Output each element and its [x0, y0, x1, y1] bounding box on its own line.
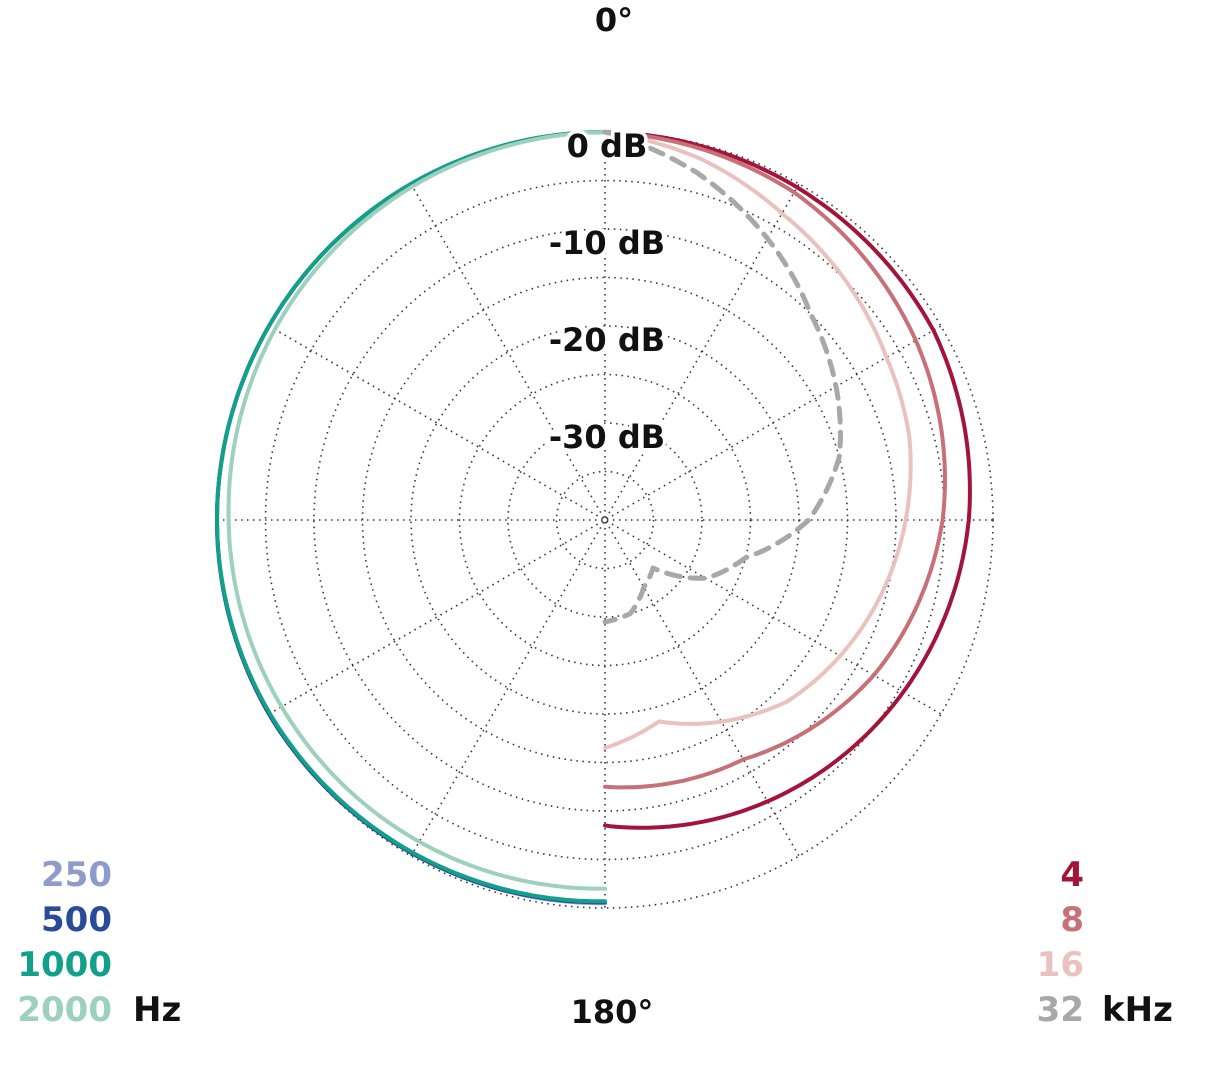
grid-ring: [555, 470, 655, 570]
radial-tick-label: -30 dB: [549, 418, 665, 456]
legend-entry-16: 16: [1037, 945, 1084, 985]
legend-entry-250: 250: [41, 855, 112, 895]
legend-entry-2000: 2000: [17, 990, 112, 1030]
series-250-curve: [215, 130, 607, 906]
legend-left: 250 500 1000 2000 Hz: [17, 855, 181, 1030]
series-8-curve: [603, 130, 947, 790]
radial-tick-label: -10 dB: [549, 224, 665, 262]
legend-entry-500: 500: [41, 900, 112, 940]
legend-entry-4: 4: [1060, 855, 1084, 895]
radial-tick-label: 0 dB: [567, 127, 648, 165]
legend-entry-32: 32: [1037, 990, 1084, 1030]
legend-unit: Hz: [133, 990, 181, 1030]
polar-curves: [215, 129, 972, 906]
angle-label-bottom: 180°: [571, 993, 654, 1031]
series-1000-curve: [215, 130, 607, 904]
legend-entry-8: 8: [1060, 900, 1084, 940]
series-4-curve: [603, 130, 972, 830]
series-32-curve: [602, 129, 843, 625]
angle-label-top: 0°: [595, 1, 633, 39]
grid-ring: [507, 422, 703, 618]
legend-entry-1000: 1000: [17, 945, 112, 985]
series-16-curve: [603, 130, 913, 750]
grid-ring: [458, 373, 752, 667]
radial-tick-labels: 0 dB -10 dB -20 dB -30 dB: [545, 124, 668, 460]
legend-right: 4 8 16 32 kHz: [1037, 855, 1173, 1030]
legend-unit: kHz: [1102, 990, 1173, 1030]
radial-tick-label: -20 dB: [549, 321, 665, 359]
series-2000-curve: [226, 130, 607, 891]
